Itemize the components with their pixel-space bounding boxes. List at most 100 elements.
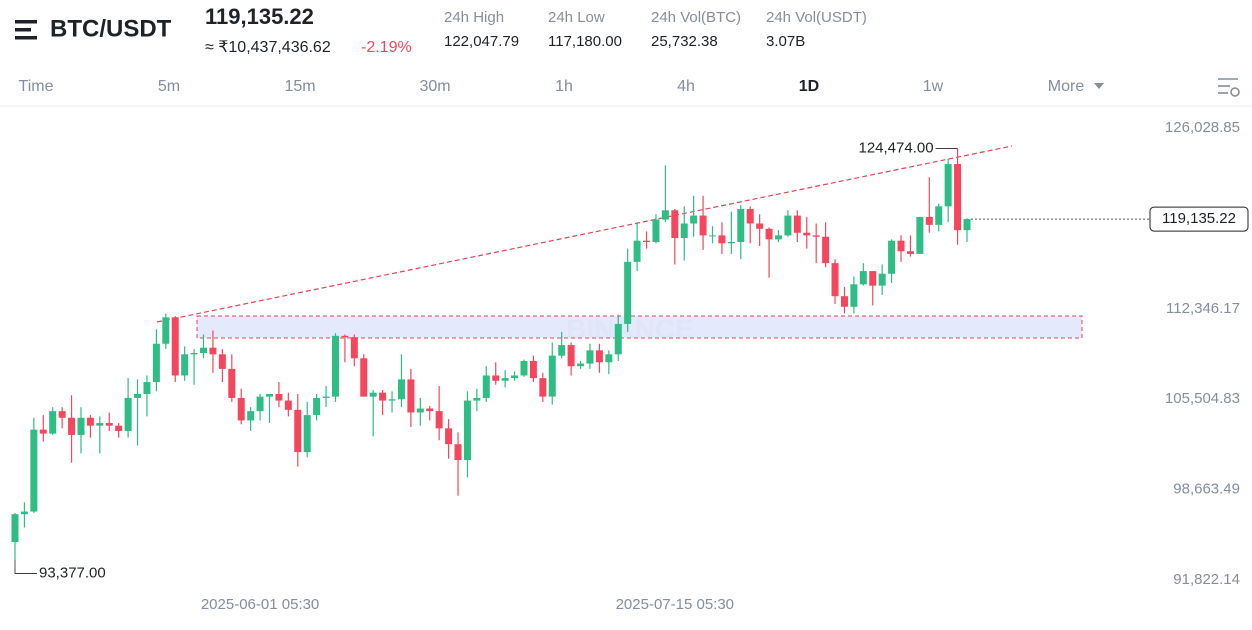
tab[interactable]: More bbox=[1048, 78, 1085, 95]
low-label: 93,377.00 bbox=[39, 564, 106, 581]
candle-body bbox=[247, 411, 255, 421]
y-tick-label: 112,346.17 bbox=[1166, 300, 1240, 317]
candle-body bbox=[548, 355, 556, 397]
candle-body bbox=[614, 323, 622, 355]
candle-body bbox=[906, 251, 914, 254]
x-tick-label: 2025-06-01 05:30 bbox=[201, 596, 319, 613]
stat-label: 24h Vol(BTC) bbox=[651, 9, 741, 26]
candle-body bbox=[265, 393, 273, 397]
candle-body bbox=[190, 353, 198, 355]
stat-value: 122,047.79 bbox=[444, 33, 519, 50]
candle-body bbox=[633, 240, 641, 262]
candle-body bbox=[39, 429, 47, 434]
candle-body bbox=[407, 379, 415, 413]
candle-body bbox=[529, 360, 537, 379]
candle-body bbox=[718, 235, 726, 244]
candle-body bbox=[350, 337, 358, 359]
candle-body bbox=[784, 215, 792, 236]
candle-body bbox=[209, 347, 217, 355]
candle-body bbox=[96, 423, 104, 426]
candle-body bbox=[463, 400, 471, 461]
candle-body bbox=[737, 208, 745, 243]
candle-body bbox=[558, 345, 566, 356]
candle-body bbox=[379, 392, 387, 401]
y-tick-label: 98,663.49 bbox=[1173, 481, 1240, 498]
stat-label: 24h Low bbox=[548, 9, 605, 26]
candle-body bbox=[68, 417, 76, 435]
candle-body bbox=[134, 393, 142, 398]
last-price-box bbox=[1149, 206, 1249, 232]
x-tick-label: 2025-07-15 05:30 bbox=[616, 596, 734, 613]
candle-body bbox=[58, 411, 66, 418]
candle-body bbox=[124, 397, 132, 431]
tab[interactable]: 1w bbox=[923, 78, 944, 95]
tab[interactable]: 30m bbox=[419, 78, 450, 95]
symbol[interactable]: BTC/USDT bbox=[50, 15, 172, 42]
candle-body bbox=[812, 235, 820, 237]
candle-body bbox=[699, 215, 707, 236]
tab-active[interactable]: 1D bbox=[799, 78, 819, 95]
tab[interactable]: 15m bbox=[284, 78, 315, 95]
candle-body bbox=[162, 317, 170, 344]
candle-body bbox=[680, 223, 688, 239]
candle-body bbox=[284, 400, 292, 410]
stat-value: 25,732.38 bbox=[651, 33, 718, 50]
trend-line bbox=[156, 145, 1013, 323]
y-tick-label: 126,028.85 bbox=[1165, 119, 1240, 136]
candle-body bbox=[831, 263, 839, 297]
candle-body bbox=[605, 354, 613, 363]
candle-body bbox=[482, 375, 490, 398]
candle-body bbox=[181, 354, 189, 376]
candle-body bbox=[963, 219, 971, 231]
candle-body bbox=[840, 296, 848, 307]
price-change: -2.19% bbox=[361, 39, 412, 56]
candle-body bbox=[369, 392, 377, 397]
high-label: 124,474.00 bbox=[858, 140, 933, 157]
dropdown-arrow bbox=[1094, 83, 1104, 89]
y-tick-label: 105,504.83 bbox=[1165, 390, 1240, 407]
candle-body bbox=[567, 345, 575, 367]
candle-body bbox=[822, 236, 830, 264]
stat-value: 3.07B bbox=[766, 33, 805, 50]
last-price: 119,135.22 bbox=[205, 4, 314, 29]
candle-body bbox=[859, 271, 867, 285]
candle-body bbox=[256, 396, 264, 412]
candle-body bbox=[661, 210, 669, 220]
candle-body bbox=[171, 317, 179, 376]
candle-body bbox=[492, 375, 500, 381]
candle-body bbox=[511, 375, 519, 379]
y-tick-label: 91,822.14 bbox=[1173, 571, 1240, 588]
candle-body bbox=[954, 164, 962, 231]
candle-body bbox=[709, 235, 717, 237]
candle-body bbox=[643, 240, 651, 243]
candle-body bbox=[652, 219, 660, 243]
candle-body bbox=[690, 215, 698, 224]
candle-body bbox=[77, 417, 85, 435]
candle-body bbox=[935, 206, 943, 225]
candle-body bbox=[878, 273, 886, 286]
tab[interactable]: Time bbox=[19, 78, 54, 95]
candle-body bbox=[803, 232, 811, 236]
candle-body bbox=[925, 216, 933, 225]
candle-body bbox=[473, 397, 481, 401]
stat-label: 24h High bbox=[444, 9, 504, 26]
settings-icon[interactable] bbox=[1218, 78, 1240, 97]
candle-body bbox=[539, 378, 547, 397]
tab[interactable]: 5m bbox=[158, 78, 180, 95]
candle-body bbox=[416, 408, 424, 413]
candle-body bbox=[228, 368, 236, 398]
candle-body bbox=[671, 210, 679, 239]
tab[interactable]: 4h bbox=[677, 78, 695, 95]
candle-body bbox=[435, 411, 443, 429]
candle-body bbox=[218, 354, 226, 369]
candle-body bbox=[577, 363, 585, 367]
candle-body bbox=[20, 511, 28, 515]
menu-icon[interactable] bbox=[15, 20, 37, 40]
stat-label: 24h Vol(USDT) bbox=[766, 9, 867, 26]
candle-body bbox=[313, 397, 321, 416]
candle-body bbox=[105, 423, 113, 426]
candle-body bbox=[595, 350, 603, 363]
tab[interactable]: 1h bbox=[555, 78, 573, 95]
candle-body bbox=[944, 164, 952, 207]
